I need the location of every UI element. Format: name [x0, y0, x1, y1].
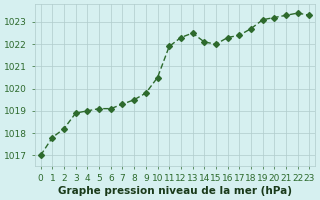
X-axis label: Graphe pression niveau de la mer (hPa): Graphe pression niveau de la mer (hPa)	[58, 186, 292, 196]
